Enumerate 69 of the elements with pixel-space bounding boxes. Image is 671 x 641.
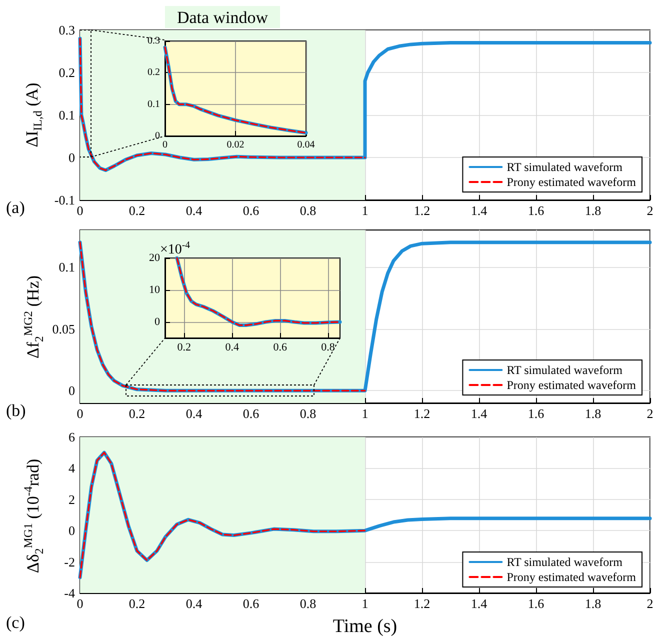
x-tick-label: 0.02 [226,140,244,150]
x-tick-label: 0.8 [300,203,316,218]
x-tick-label: 0.8 [300,596,316,611]
x-tick-label: 1 [362,203,368,218]
text: (b) [6,401,26,421]
x-tick-label: 1.4 [470,203,488,218]
y-tick-label: -0.1 [54,192,75,208]
x-tick-label: 0.6 [273,342,288,354]
y-tick-label: 0 [68,383,75,398]
y-tick-label: -4 [64,586,76,600]
x-tick-label: 0.2 [128,596,146,611]
x-tick-label: 1.8 [584,406,602,421]
x-tick-label: 0.6 [242,406,260,421]
x-tick-label: 1.2 [414,203,430,218]
y-tick-label: 6 [68,430,76,444]
y-tick-label: -2 [64,554,75,570]
y-tick-label: 10 [149,284,160,296]
y-tick-label: 4 [68,460,76,476]
y-tick-label: 0 [68,523,75,538]
x-tick-label: 0.2 [128,203,146,218]
x-tick-label: 1.2 [414,406,430,421]
x-tick-label: 0.6 [242,596,260,611]
x-tick-label: 0 [162,140,168,150]
legend-label: RT simulated waveform [506,363,624,377]
x-tick-label: 2 [646,596,654,611]
x-tick-label: 1.6 [528,596,545,611]
x-tick-label: 0.8 [300,406,316,421]
legend-label: RT simulated waveform [506,160,624,174]
y-tick-label: 0.3 [58,22,75,38]
x-tick-label: 1.6 [528,406,545,421]
legend-label: RT simulated waveform [506,555,624,569]
x-tick-label: 0.2 [177,342,192,354]
x-tick-label: 0.4 [186,203,203,218]
x-tick-label: 1.2 [414,596,430,611]
y-tick-label: 20 [149,252,160,264]
x-tick-label: 0.4 [186,596,203,611]
y-tick-label: 0 [154,316,160,328]
legend-label: Prony estimated waveform [506,570,637,584]
legend-label: Prony estimated waveform [506,175,637,189]
x-tick-label: 1.8 [584,203,602,218]
x-tick-label: 1 [362,406,368,421]
y-tick-label: 0.05 [52,321,75,336]
y-tick-label: 0.1 [148,98,160,110]
x-tick-label: 2 [646,406,654,421]
annotation: ×10$^{-4}$ [160,240,190,259]
x-tick-label: 0.4 [225,342,240,354]
x-tick-label: 1.8 [584,596,602,611]
y-tick-label: 0 [68,150,75,165]
x-tick-label: 1.4 [470,596,488,611]
x-tick-label: 0.6 [242,203,260,218]
y-tick-label: 0.2 [148,67,160,78]
x-tick-label: 0.04 [297,140,315,150]
x-tick-label: 2 [646,203,654,218]
x-tick-label: 1.6 [528,203,545,218]
text: (a) [6,198,25,218]
band-label: Data window [176,8,269,27]
x-tick-label: 1.4 [470,406,488,421]
x-tick-label: 0.4 [186,406,203,421]
legend-label: Prony estimated waveform [506,378,637,392]
y-tick-label: 2 [68,492,75,507]
x-tick-label: 1 [362,596,368,611]
y-tick-label: 0.2 [58,65,75,80]
x-axis-title: Time (s) [332,616,398,637]
y-tick-label: 0.1 [58,260,75,275]
y-tick-label: 0.3 [148,36,160,46]
y-tick-label: 0.1 [58,108,75,122]
x-tick-label: 0.8 [321,342,336,354]
x-tick-label: 0.2 [128,406,146,421]
text: (c) [6,613,25,633]
